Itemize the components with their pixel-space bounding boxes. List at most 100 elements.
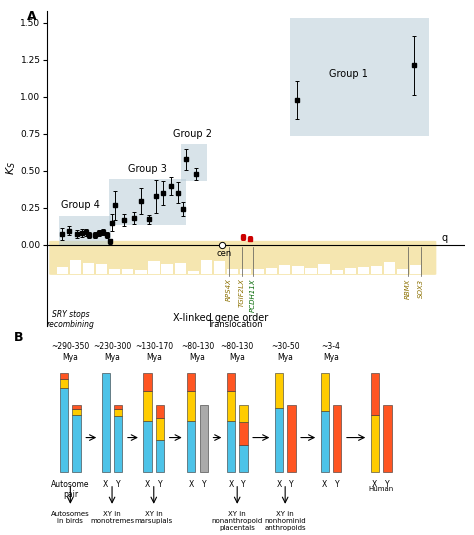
FancyBboxPatch shape <box>60 388 68 472</box>
Text: X: X <box>189 480 194 489</box>
Text: Group 4: Group 4 <box>61 200 100 210</box>
Text: SRY stops
recombining: SRY stops recombining <box>46 310 94 329</box>
FancyBboxPatch shape <box>135 271 146 274</box>
FancyBboxPatch shape <box>114 405 122 409</box>
FancyBboxPatch shape <box>383 405 392 472</box>
FancyBboxPatch shape <box>384 262 395 274</box>
FancyBboxPatch shape <box>73 415 81 472</box>
Y-axis label: $K_S$: $K_S$ <box>4 162 18 175</box>
FancyBboxPatch shape <box>200 405 208 472</box>
Text: XY in
monotremes: XY in monotremes <box>90 510 134 524</box>
FancyBboxPatch shape <box>239 422 247 445</box>
FancyBboxPatch shape <box>371 415 379 472</box>
FancyBboxPatch shape <box>174 263 186 274</box>
FancyBboxPatch shape <box>371 266 382 274</box>
Text: XY in
marsupials: XY in marsupials <box>135 510 173 524</box>
Text: ~290-350
Mya: ~290-350 Mya <box>51 342 90 362</box>
FancyBboxPatch shape <box>109 179 186 225</box>
Text: X: X <box>322 480 328 489</box>
FancyBboxPatch shape <box>253 269 264 274</box>
Text: q: q <box>442 233 448 243</box>
Text: Autosomes
in birds: Autosomes in birds <box>51 510 90 524</box>
FancyBboxPatch shape <box>143 373 152 391</box>
Text: X: X <box>276 480 282 489</box>
FancyBboxPatch shape <box>320 411 329 472</box>
FancyBboxPatch shape <box>410 265 421 274</box>
FancyBboxPatch shape <box>227 391 235 421</box>
Text: Group 1: Group 1 <box>329 69 368 79</box>
FancyBboxPatch shape <box>96 264 107 274</box>
Text: ~30-50
Mya: ~30-50 Mya <box>271 342 300 362</box>
FancyBboxPatch shape <box>319 264 330 274</box>
FancyBboxPatch shape <box>70 260 81 274</box>
Text: Y: Y <box>116 480 120 489</box>
FancyBboxPatch shape <box>122 269 134 274</box>
Text: X-linked gene order: X-linked gene order <box>173 312 268 323</box>
Text: Autosome
pair: Autosome pair <box>51 480 90 499</box>
FancyBboxPatch shape <box>59 216 111 244</box>
FancyBboxPatch shape <box>181 144 207 181</box>
Text: TGIF2LX: TGIF2LX <box>239 279 245 308</box>
Text: X: X <box>103 480 109 489</box>
FancyBboxPatch shape <box>73 409 81 415</box>
FancyBboxPatch shape <box>148 261 160 274</box>
FancyBboxPatch shape <box>188 271 199 274</box>
FancyBboxPatch shape <box>240 269 251 274</box>
FancyBboxPatch shape <box>371 373 379 415</box>
Text: PCDH11X: PCDH11X <box>250 279 255 312</box>
Text: Group 2: Group 2 <box>173 129 212 140</box>
Text: SOX3: SOX3 <box>418 279 424 297</box>
FancyBboxPatch shape <box>83 263 94 274</box>
FancyBboxPatch shape <box>227 269 238 274</box>
FancyBboxPatch shape <box>275 373 283 408</box>
FancyBboxPatch shape <box>156 418 164 440</box>
FancyBboxPatch shape <box>162 264 173 274</box>
Text: XY in
nonhominid
anthropoids: XY in nonhominid anthropoids <box>264 510 306 531</box>
FancyBboxPatch shape <box>60 373 68 379</box>
FancyBboxPatch shape <box>292 266 303 274</box>
FancyBboxPatch shape <box>227 421 235 472</box>
Text: Y: Y <box>241 480 246 489</box>
FancyBboxPatch shape <box>73 405 81 409</box>
FancyBboxPatch shape <box>333 405 341 472</box>
Text: X: X <box>228 480 234 489</box>
FancyBboxPatch shape <box>279 265 291 274</box>
FancyBboxPatch shape <box>305 268 317 274</box>
FancyBboxPatch shape <box>331 270 343 274</box>
Text: XY in
nonanthropoid
placentals: XY in nonanthropoid placentals <box>211 510 263 531</box>
Text: Group 3: Group 3 <box>128 164 167 174</box>
FancyBboxPatch shape <box>201 259 212 274</box>
Text: Y: Y <box>158 480 162 489</box>
FancyBboxPatch shape <box>114 416 122 472</box>
FancyBboxPatch shape <box>266 268 277 274</box>
Text: ~80-130
Mya: ~80-130 Mya <box>181 342 214 362</box>
Text: RBMX: RBMX <box>405 279 411 299</box>
Text: X: X <box>145 480 150 489</box>
Text: ~230-300
Mya: ~230-300 Mya <box>93 342 131 362</box>
Text: RPS4X: RPS4X <box>226 279 231 301</box>
FancyBboxPatch shape <box>143 391 152 421</box>
Text: A: A <box>27 10 36 22</box>
Text: Y: Y <box>289 480 294 489</box>
Text: ~130-170
Mya: ~130-170 Mya <box>135 342 173 362</box>
FancyBboxPatch shape <box>239 405 247 422</box>
Text: Y: Y <box>201 480 206 489</box>
FancyBboxPatch shape <box>109 269 120 274</box>
FancyBboxPatch shape <box>57 267 68 274</box>
FancyBboxPatch shape <box>358 267 369 274</box>
FancyBboxPatch shape <box>275 408 283 472</box>
FancyBboxPatch shape <box>239 445 247 472</box>
FancyBboxPatch shape <box>156 405 164 418</box>
Text: Y: Y <box>335 480 339 489</box>
FancyBboxPatch shape <box>345 268 356 274</box>
FancyBboxPatch shape <box>397 269 408 274</box>
FancyBboxPatch shape <box>287 405 296 472</box>
FancyBboxPatch shape <box>227 373 235 391</box>
Text: Translocation: Translocation <box>207 320 263 329</box>
FancyBboxPatch shape <box>114 409 122 416</box>
FancyBboxPatch shape <box>156 440 164 472</box>
Text: ~80-130
Mya: ~80-130 Mya <box>220 342 254 362</box>
Text: X: X <box>372 480 377 489</box>
FancyBboxPatch shape <box>187 391 195 421</box>
FancyBboxPatch shape <box>187 421 195 472</box>
